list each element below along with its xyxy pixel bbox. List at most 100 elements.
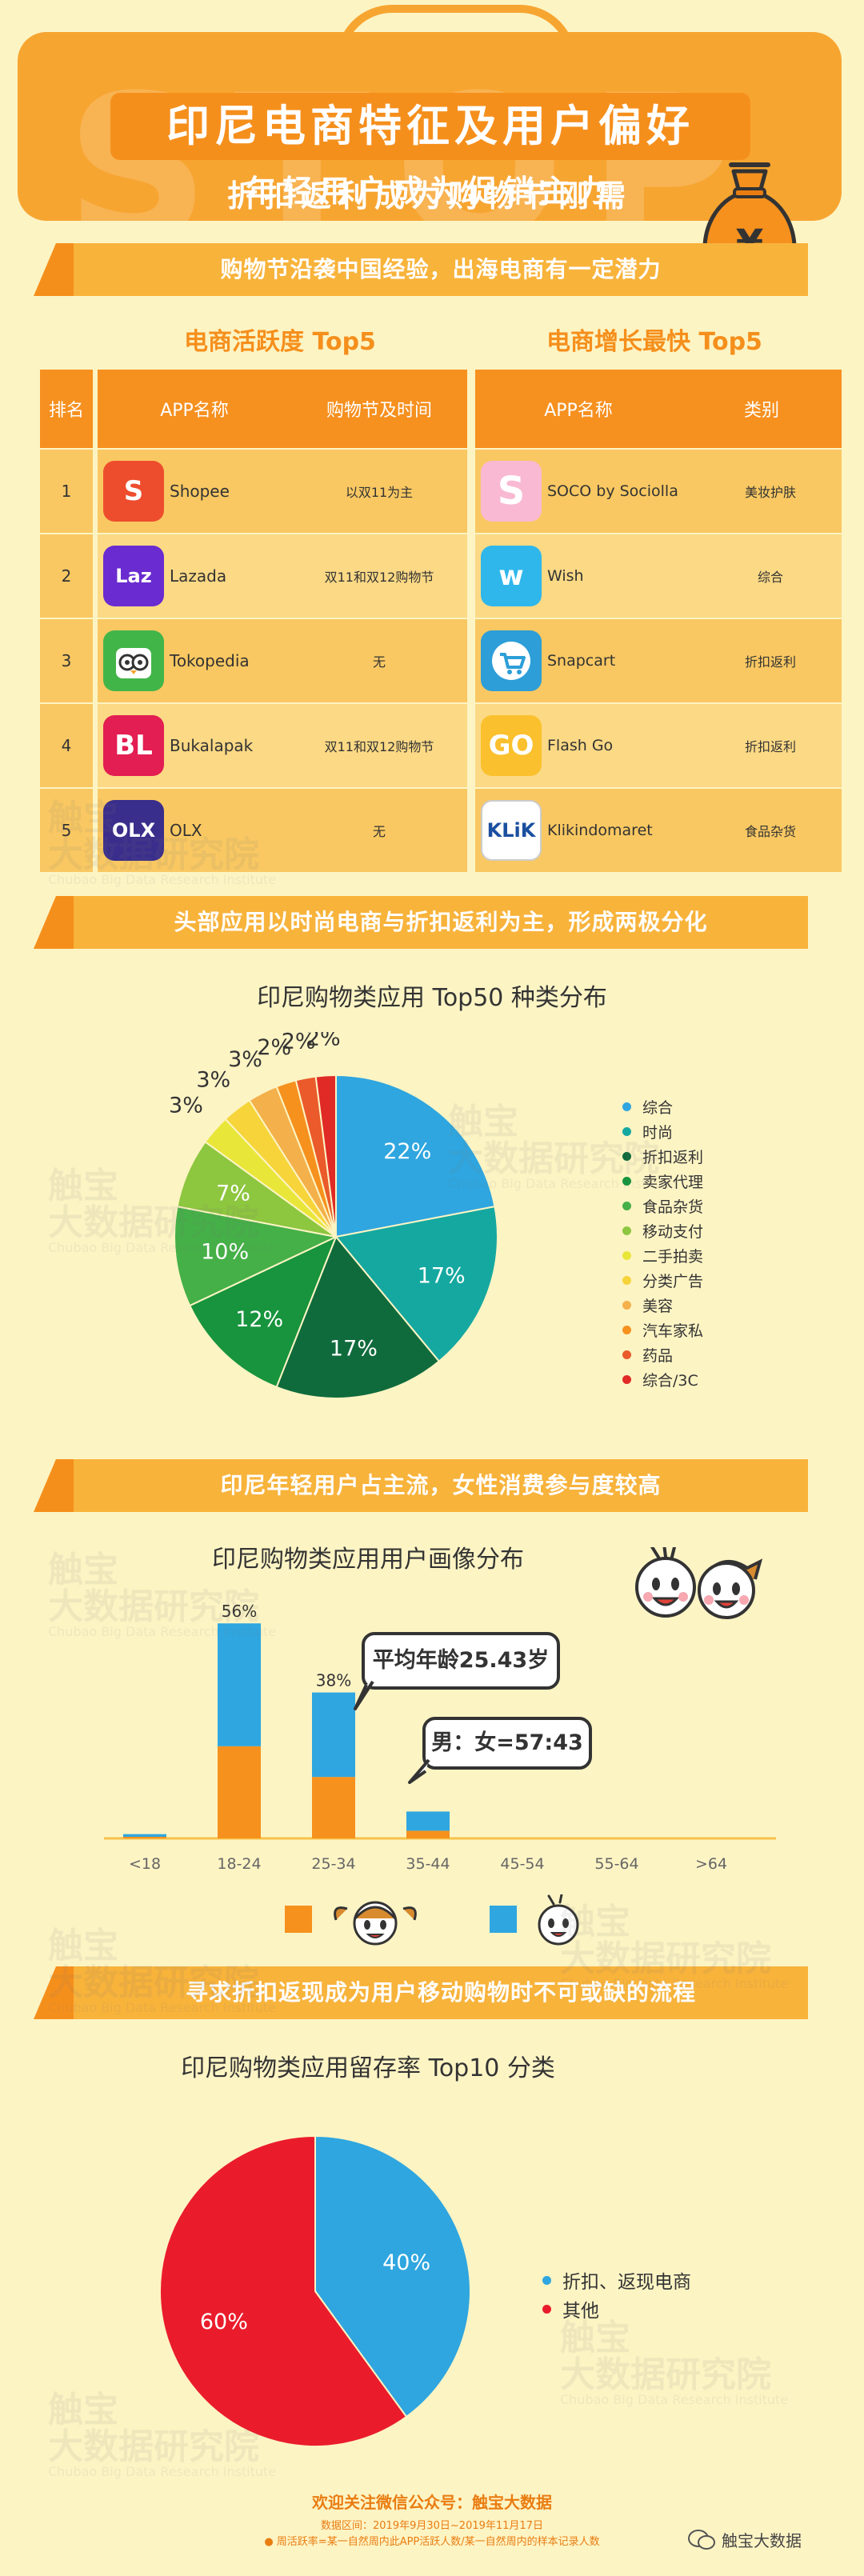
pie-value-label: 3% <box>169 1094 203 1118</box>
bar-male <box>406 1811 450 1831</box>
column-divider <box>93 370 98 448</box>
legend-item: 美容 <box>622 1293 830 1318</box>
header-app-name: APP名称 <box>544 401 613 421</box>
olx-icon: OLX <box>103 800 164 861</box>
legend-dot <box>622 1350 631 1359</box>
legend-label: 二手拍卖 <box>642 1248 704 1266</box>
app-name: Lazada <box>170 566 227 586</box>
festival-cell: 以双11为主 <box>345 485 414 500</box>
lazada-icon: Laz <box>103 546 164 606</box>
flash-go-icon: GO <box>481 715 542 776</box>
legend-item: 综合 <box>622 1094 830 1119</box>
pie-slice <box>335 1074 496 1238</box>
legend-dot <box>622 1276 631 1285</box>
app-name: Bukalapak <box>170 736 254 755</box>
rank-cell: 1 <box>40 450 93 533</box>
legend-item: 综合/3C <box>622 1367 830 1392</box>
footer-note: ● 周活跃率=某一自然周内此APP活跃人数/某一自然周内的样本记录人数 <box>264 2536 600 2548</box>
growth-top5-table: APP名称 类别 S SOCO by Sociolla 美妆护肤 w Wish 综合 Sna… <box>475 370 842 872</box>
legend-label: 其他 <box>562 2301 599 2322</box>
pie-value-label: 10% <box>201 1240 249 1265</box>
age-stacked-bar-chart: <18 56% 18-24 38% 25-34 35-44 45-54 55-64 >64 <box>104 1602 776 1873</box>
column-divider <box>93 789 98 872</box>
pie-value-label: 2% <box>282 1032 316 1054</box>
x-tick-label: 18-24 <box>217 1855 261 1873</box>
table-header: APP名称 类别 <box>475 370 842 448</box>
rank-cell: 2 <box>40 534 93 618</box>
snapcart-cart-icon <box>481 630 542 691</box>
watermark-line: Chubao Big Data Research Institute <box>560 2392 789 2408</box>
page-subtitle-2: 折扣返利成为购物节刚需 <box>226 178 632 214</box>
app-name: Klikindomaret <box>547 822 653 839</box>
wish-icon: w <box>481 546 542 606</box>
pie-slice <box>188 1235 338 1389</box>
wechat-icon <box>688 2529 715 2550</box>
bubble-tail <box>354 1680 374 1710</box>
x-tick-label: 45-54 <box>500 1855 544 1873</box>
legend-label: 汽车家私 <box>642 1322 704 1340</box>
category-cell: 折扣返利 <box>744 654 796 670</box>
x-tick-label: 35-44 <box>406 1855 450 1873</box>
rank-cell: 5 <box>40 789 93 872</box>
table-row: S SOCO by Sociolla 美妆护肤 <box>475 448 842 533</box>
x-tick-label: 25-34 <box>311 1855 355 1873</box>
legend-item: 折扣、返现电商 <box>542 2266 782 2294</box>
category-pie-legend: 综合 时尚 折扣返利 卖家代理 食品杂货 移动支付 二手拍卖 分类广告 美容 汽车家私 药品 综合/3… <box>622 1094 830 1392</box>
pie-value-label: 17% <box>330 1336 378 1361</box>
legend-label: 综合 <box>642 1099 674 1117</box>
table-row: 1 S Shopee 以双11为主 <box>40 448 467 533</box>
legend-item: 其他 <box>542 2294 782 2323</box>
legend-label: 综合/3C <box>642 1372 698 1390</box>
activity-top5-table: 排名 APP名称 购物节及时间 1 S Shopee 以双11为主 2 Laz Lazada… <box>40 370 467 872</box>
legend-item: 折扣返利 <box>622 1144 830 1169</box>
legend-item: 药品 <box>622 1342 830 1367</box>
legend-dot <box>622 1177 631 1186</box>
app-name: Snapcart <box>547 652 616 670</box>
pie1-title: 印尼购物类应用 Top50 种类分布 <box>257 984 607 1012</box>
pie-value-label: 17% <box>418 1263 466 1288</box>
pie-slice <box>159 2134 408 2447</box>
legend-dot <box>622 1251 631 1260</box>
column-divider <box>93 619 98 702</box>
pie-slice <box>314 2134 471 2418</box>
soco-icon: S <box>481 461 542 522</box>
legend-dot <box>622 1326 631 1334</box>
rank-cell: 3 <box>40 619 93 702</box>
bar-male <box>123 1834 166 1837</box>
legend-female-swatch <box>285 1906 312 1933</box>
legend-item: 汽车家私 <box>622 1318 830 1342</box>
header-banner: STOP 印尼电商特征及用户偏好 年轻用户成为促销主力 <box>18 32 842 221</box>
category-cell: 美妆护肤 <box>744 485 796 500</box>
table-row: 5 OLX OLX 无 <box>40 787 467 872</box>
festival-cell: 无 <box>372 824 386 839</box>
column-divider <box>93 534 98 618</box>
app-name: SOCO by Sociolla <box>547 482 678 500</box>
header-app-name: APP名称 <box>160 401 229 421</box>
pie-value-label: 12% <box>235 1307 283 1332</box>
bar-female <box>218 1746 261 1838</box>
table-row: w Wish 综合 <box>475 533 842 618</box>
bar-total-label: 38% <box>316 1671 351 1690</box>
bar-female <box>123 1837 166 1838</box>
watermark-line: 大数据研究院 <box>560 2354 771 2396</box>
pie-slice <box>314 1074 337 1238</box>
tokopedia-owl-icon <box>103 630 164 691</box>
pie-slice <box>174 1205 339 1307</box>
klik-icon: KLiK <box>481 800 542 861</box>
legend-item: 分类广告 <box>622 1268 830 1293</box>
category-cell: 折扣返利 <box>744 739 796 754</box>
category-pie-chart: 22%17%17%12%10%7%3%3%3%2%2%2% <box>169 1032 498 1399</box>
pie-value-label: 7% <box>216 1181 250 1206</box>
average-age-bubble: 平均年龄25.43岁 <box>362 1632 560 1690</box>
section2-banner: 头部应用以时尚电商与折扣返利为主，形成两极分化 <box>34 896 808 949</box>
pie-value-label: 2% <box>257 1035 291 1060</box>
watermark-line: 触宝 <box>48 1926 118 1966</box>
bar-male <box>218 1623 261 1746</box>
section3-banner-text: 印尼年轻用户占主流，女性消费参与度较高 <box>220 1472 662 1498</box>
header-festival: 购物节及时间 <box>326 401 432 421</box>
x-tick-label: <18 <box>129 1855 161 1873</box>
girl-face-icon <box>334 1901 417 1946</box>
legend-item: 移动支付 <box>622 1218 830 1243</box>
legend-male-swatch <box>490 1906 517 1933</box>
